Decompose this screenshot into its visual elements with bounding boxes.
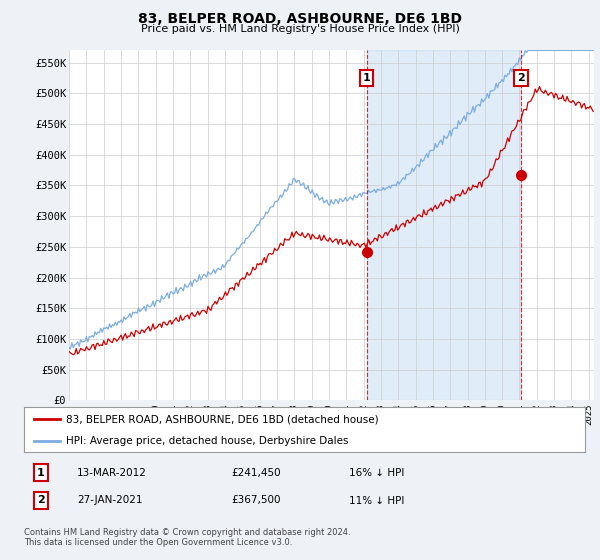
Bar bbox=[367, 50, 521, 400]
Text: 1: 1 bbox=[362, 73, 370, 83]
Text: Contains HM Land Registry data © Crown copyright and database right 2024.
This d: Contains HM Land Registry data © Crown c… bbox=[24, 528, 350, 547]
Text: 83, BELPER ROAD, ASHBOURNE, DE6 1BD (detached house): 83, BELPER ROAD, ASHBOURNE, DE6 1BD (det… bbox=[66, 414, 379, 424]
Text: 13-MAR-2012: 13-MAR-2012 bbox=[77, 468, 147, 478]
Text: £367,500: £367,500 bbox=[232, 496, 281, 506]
Text: 27-JAN-2021: 27-JAN-2021 bbox=[77, 496, 143, 506]
Text: HPI: Average price, detached house, Derbyshire Dales: HPI: Average price, detached house, Derb… bbox=[66, 436, 349, 446]
Text: 2: 2 bbox=[37, 496, 45, 506]
Text: 2: 2 bbox=[517, 73, 525, 83]
Text: £241,450: £241,450 bbox=[232, 468, 281, 478]
Text: 83, BELPER ROAD, ASHBOURNE, DE6 1BD: 83, BELPER ROAD, ASHBOURNE, DE6 1BD bbox=[138, 12, 462, 26]
Text: 11% ↓ HPI: 11% ↓ HPI bbox=[349, 496, 405, 506]
Text: Price paid vs. HM Land Registry's House Price Index (HPI): Price paid vs. HM Land Registry's House … bbox=[140, 24, 460, 34]
Text: 16% ↓ HPI: 16% ↓ HPI bbox=[349, 468, 405, 478]
Text: 1: 1 bbox=[37, 468, 45, 478]
